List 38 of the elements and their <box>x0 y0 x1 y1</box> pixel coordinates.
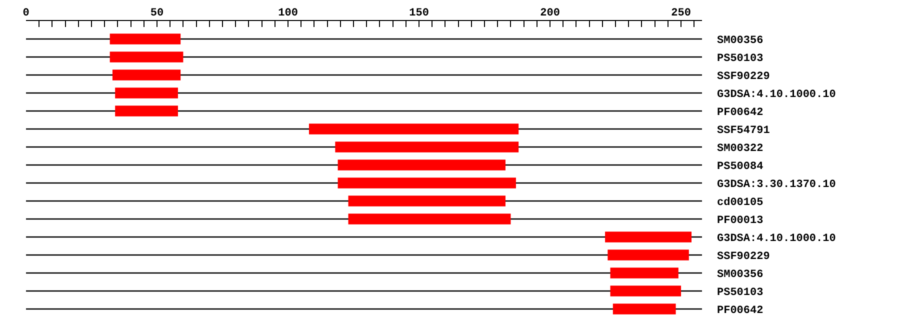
y-tick-label: PS50103 <box>717 286 764 299</box>
bar <box>610 286 682 296</box>
y-tick-label: PS50084 <box>717 160 764 173</box>
bar <box>110 52 184 62</box>
bar <box>110 34 181 44</box>
y-tick-label: SM00356 <box>717 268 764 281</box>
bar <box>308 124 519 134</box>
y-tick-label: PS50103 <box>717 52 764 65</box>
bar <box>610 268 678 278</box>
x-tick-label: 100 <box>278 8 298 20</box>
x-tick-label: 200 <box>540 8 560 20</box>
x-tick-label: 150 <box>409 8 429 20</box>
bar <box>612 304 676 314</box>
bar <box>348 196 506 206</box>
y-tick-label: SSF90229 <box>717 70 770 83</box>
bar <box>338 160 506 170</box>
bar <box>348 214 511 224</box>
bar <box>112 70 181 80</box>
y-tick-label: G3DSA:3.30.1370.10 <box>717 178 836 191</box>
bar <box>335 142 519 152</box>
bar <box>338 178 516 188</box>
y-tick-label: SSF54791 <box>717 124 770 137</box>
y-tick-label: G3DSA:4.10.1000.10 <box>717 88 836 101</box>
y-tick-label: PF00013 <box>717 214 764 227</box>
y-tick-label: SM00356 <box>717 34 764 47</box>
y-tick-label: PF00642 <box>717 304 764 317</box>
x-tick-label: 50 <box>150 8 164 20</box>
y-tick-label: G3DSA:4.10.1000.10 <box>717 232 836 245</box>
y-tick-label: SM00322 <box>717 142 764 155</box>
x-tick-label: 0 <box>22 8 30 20</box>
y-tick-label: cd00105 <box>717 196 764 209</box>
y-tick-label: SSF90229 <box>717 250 770 263</box>
y-tick-label: PF00642 <box>717 106 764 119</box>
bar <box>605 232 692 242</box>
bar <box>608 250 689 260</box>
x-tick-label: 250 <box>671 8 691 20</box>
bar <box>115 106 178 116</box>
bar <box>115 88 178 98</box>
